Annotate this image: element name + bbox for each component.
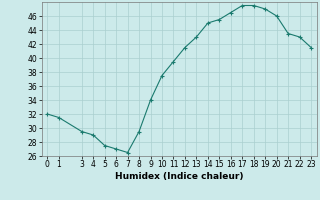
X-axis label: Humidex (Indice chaleur): Humidex (Indice chaleur) [115, 172, 244, 181]
